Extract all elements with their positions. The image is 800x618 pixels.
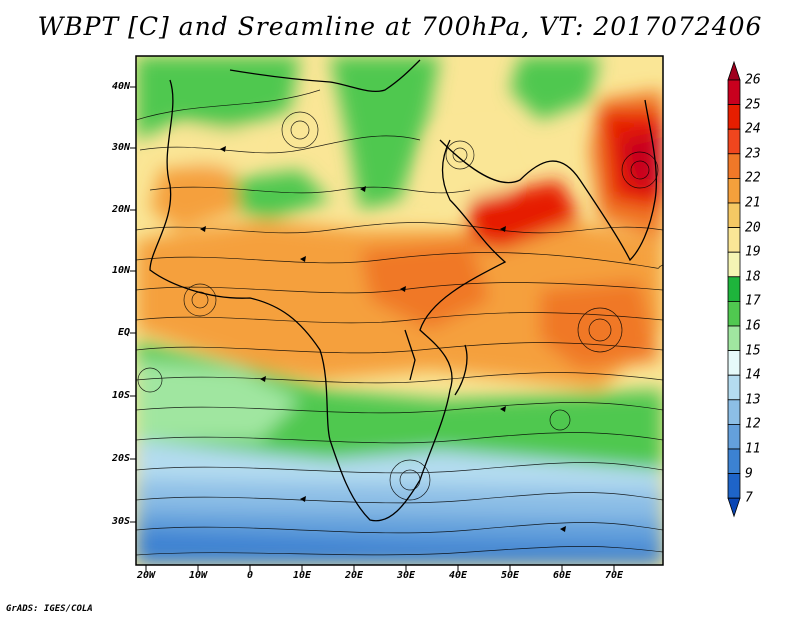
colorbar-cell [727, 350, 741, 376]
lon-label-10w: 10W [188, 570, 208, 581]
colorbar-cell [727, 399, 741, 425]
colorbar-label: 24 [745, 121, 761, 137]
colorbar-label: 17 [745, 293, 761, 309]
colorbar-cell [727, 60, 741, 81]
colorbar-cell [727, 276, 741, 302]
colorbar-cell [727, 423, 741, 450]
colorbar-cell [727, 473, 741, 499]
lon-label-50e: 50E [500, 570, 520, 581]
colorbar-label: 18 [745, 269, 761, 285]
wbpt-field [136, 56, 663, 565]
colorbar-label: 23 [745, 146, 761, 162]
axis-ticks [130, 86, 615, 571]
lat-label-10n: 10N [111, 265, 130, 276]
lon-label-20e: 20E [344, 570, 364, 581]
colorbar-label: 26 [745, 72, 761, 88]
lat-label-20n: 20N [111, 204, 130, 215]
colorbar-label: 15 [745, 343, 761, 359]
colorbar-cell [727, 497, 741, 518]
lon-label-0: 0 [246, 570, 254, 581]
colorbar-cell [727, 79, 741, 106]
colorbar-cell [727, 128, 741, 155]
lon-label-30e: 30E [396, 570, 416, 581]
colorbar-label: 21 [745, 195, 761, 211]
colorbar-label: 11 [745, 441, 761, 457]
colorbar-label: 7 [745, 490, 753, 506]
lon-label-10e: 10E [292, 570, 312, 581]
colorbar-cell [727, 104, 741, 130]
lat-label-eq: EQ [117, 327, 130, 338]
colorbar-label: 13 [745, 392, 761, 408]
lat-label-30n: 30N [111, 142, 130, 153]
colorbar-cell [727, 374, 741, 401]
lon-label-60e: 60E [552, 570, 572, 581]
colorbar-label: 12 [745, 416, 761, 432]
lat-label-20s: 20S [111, 453, 130, 464]
colorbar-cell [727, 448, 741, 475]
lon-label-20w: 20W [136, 570, 156, 581]
lat-label-30s: 30S [111, 516, 130, 527]
colorbar-label: 9 [745, 466, 753, 482]
colorbar-cell [727, 202, 741, 229]
colorbar-label: 22 [745, 170, 761, 186]
colorbar-cell [727, 325, 741, 352]
colorbar-label: 19 [745, 244, 761, 260]
colorbar-cell [727, 300, 741, 327]
streamline-arrows [200, 146, 566, 532]
coastlines [149, 59, 658, 522]
chart-title: WBPT [C] and Sreamline at 700hPa, VT: 20… [37, 12, 763, 41]
colorbar-cell [727, 177, 741, 204]
streamlines [136, 89, 663, 556]
map-frame [135, 55, 664, 566]
colorbar-label: 14 [745, 367, 761, 383]
colorbar-cell [727, 227, 741, 253]
colorbar-label: 16 [745, 318, 761, 334]
colorbar-cell [727, 251, 741, 278]
colorbar-label: 20 [745, 220, 761, 236]
colorbar-cell [727, 153, 741, 179]
lat-label-10s: 10S [111, 390, 130, 401]
lon-label-40e: 40E [448, 570, 468, 581]
lon-label-70e: 70E [604, 570, 624, 581]
colorbar-label: 25 [745, 97, 761, 113]
lat-label-40n: 40N [111, 81, 130, 92]
credit-text: GrADS: IGES/COLA [6, 604, 93, 614]
